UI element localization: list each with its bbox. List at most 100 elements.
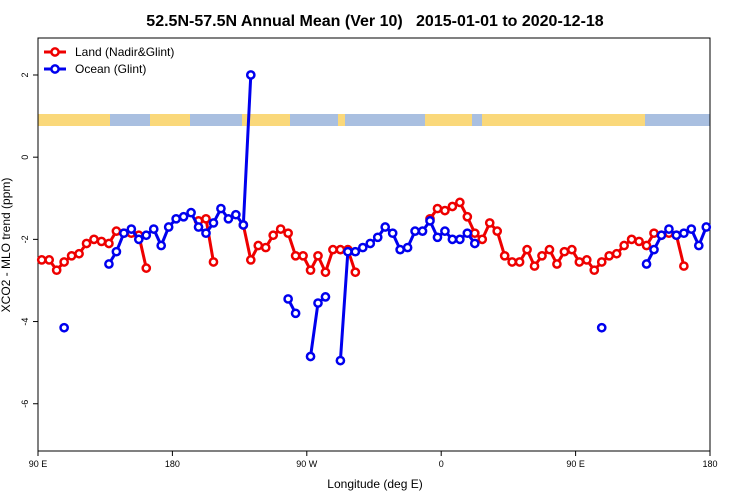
data-point <box>223 213 234 224</box>
data-point <box>51 265 62 276</box>
data-point <box>66 250 77 261</box>
x-axis-label: Longitude (deg E) <box>327 477 422 491</box>
data-point <box>619 240 629 251</box>
data-point <box>581 255 592 265</box>
data-point <box>484 218 495 228</box>
data-point <box>365 238 376 249</box>
y-tick-label: 0 <box>20 155 30 160</box>
data-point <box>96 236 107 247</box>
data-point <box>679 228 689 239</box>
y-tick-label: 2 <box>20 72 30 77</box>
data-point <box>432 232 443 243</box>
data-point <box>469 228 480 239</box>
data-point <box>701 222 712 232</box>
data-point <box>59 257 69 267</box>
data-point <box>417 226 428 236</box>
land-ocean-strip <box>38 114 710 126</box>
data-point <box>626 234 637 245</box>
data-point <box>462 228 473 239</box>
data-point <box>111 246 122 257</box>
data-point <box>208 257 219 267</box>
data-point <box>402 242 413 253</box>
data-point <box>231 209 241 220</box>
y-axis-label: XCO2 - MLO trend (ppm) <box>0 178 13 313</box>
data-point <box>559 246 570 257</box>
data-point <box>245 255 256 265</box>
data-point <box>335 355 346 366</box>
data-point <box>141 230 152 241</box>
data-point <box>537 250 547 261</box>
data-point <box>328 244 338 255</box>
data-point <box>320 292 331 302</box>
data-point <box>679 261 689 271</box>
data-point <box>216 203 226 214</box>
data-point <box>268 230 279 241</box>
x-tick-label: 90 E <box>29 459 48 469</box>
data-point <box>104 259 114 269</box>
data-point <box>208 218 219 228</box>
data-point <box>357 242 368 253</box>
data-point <box>671 230 682 241</box>
data-point <box>193 222 204 232</box>
data-point <box>447 234 458 245</box>
data-point <box>343 246 353 257</box>
data-point <box>171 213 181 224</box>
data-point <box>499 250 510 261</box>
data-point <box>380 222 391 232</box>
legend-label: Land (Nadir&Glint) <box>75 45 174 59</box>
x-tick-label: 90 E <box>566 459 585 469</box>
y-tick-label: -2 <box>20 235 30 243</box>
data-point <box>492 226 503 236</box>
data-point <box>641 240 652 251</box>
data-point <box>596 322 607 333</box>
data-point <box>290 308 301 319</box>
data-point <box>529 261 540 271</box>
data-point <box>305 265 316 276</box>
data-point <box>693 240 704 251</box>
data-point <box>477 234 488 245</box>
data-point <box>119 228 129 239</box>
data-point <box>133 234 144 245</box>
data-point <box>507 257 517 267</box>
data-point <box>313 298 323 308</box>
data-point <box>163 222 174 232</box>
data-point <box>440 205 450 216</box>
data-point <box>290 250 301 261</box>
data-point <box>283 294 293 304</box>
x-tick-label: 180 <box>165 459 180 469</box>
data-point <box>253 240 264 251</box>
y-tick-label: -6 <box>20 400 30 408</box>
data-point <box>148 224 159 234</box>
data-point <box>313 250 323 261</box>
y-tick-label: -4 <box>20 318 30 326</box>
x-tick-label: 0 <box>439 459 444 469</box>
data-point <box>455 234 465 245</box>
data-point <box>514 257 525 267</box>
data-point <box>186 207 196 218</box>
data-point <box>298 250 308 261</box>
data-point <box>238 220 249 230</box>
data-point <box>522 244 532 255</box>
legend-marker <box>50 47 60 57</box>
data-point <box>350 246 361 257</box>
data-point <box>74 248 84 259</box>
data-point <box>44 255 55 265</box>
data-point <box>245 70 256 80</box>
data-point <box>447 201 458 212</box>
data-point <box>432 203 443 214</box>
data-point <box>567 244 577 255</box>
data-point <box>320 267 331 278</box>
chart-title: 52.5N-57.5N Annual Mean (Ver 10) 2015-01… <box>146 13 604 30</box>
data-point <box>589 265 600 276</box>
data-point <box>604 250 615 261</box>
data-point <box>552 259 562 269</box>
data-point <box>544 244 555 255</box>
data-point <box>350 267 361 278</box>
data-point <box>634 236 644 247</box>
x-tick-label: 90 W <box>296 459 318 469</box>
data-point <box>649 244 659 255</box>
data-point <box>81 238 92 249</box>
data-point <box>36 255 47 265</box>
data-point <box>455 197 465 208</box>
